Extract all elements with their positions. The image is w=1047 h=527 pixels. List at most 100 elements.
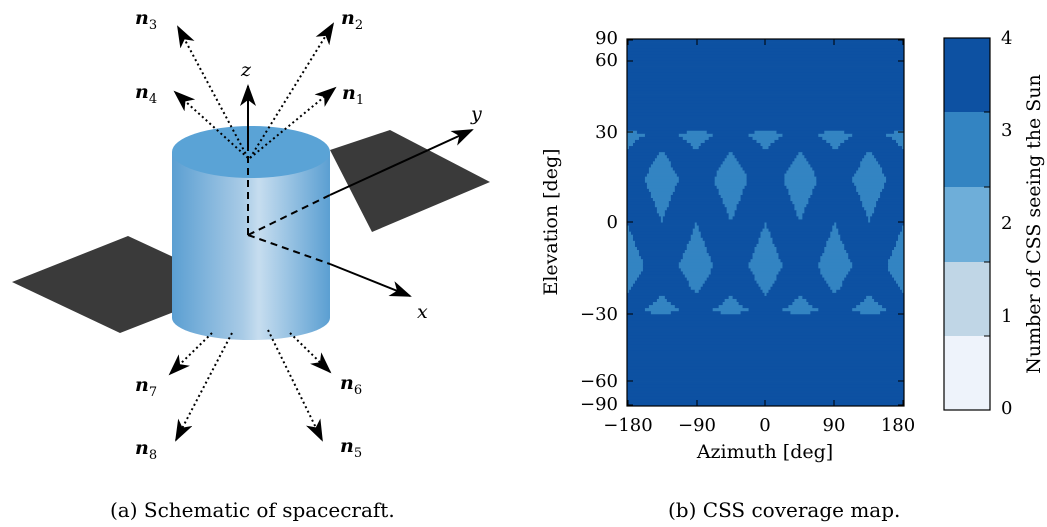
coverage-cell bbox=[830, 286, 841, 291]
coverage-cell bbox=[698, 228, 763, 233]
coverage-cell bbox=[678, 179, 716, 184]
coverage-cell bbox=[640, 271, 684, 275]
coverage-cell bbox=[636, 130, 688, 135]
coverage-cell bbox=[627, 90, 905, 95]
coverage-cell bbox=[627, 344, 905, 349]
coverage-cell bbox=[814, 170, 857, 174]
coverage-cell bbox=[816, 179, 853, 184]
coverage-cell bbox=[742, 167, 789, 171]
coverage-cell bbox=[804, 210, 867, 214]
coverage-cell bbox=[862, 201, 877, 205]
coverage-cell bbox=[778, 271, 821, 275]
colorbar-level-0 bbox=[944, 336, 990, 410]
coverage-cell bbox=[842, 240, 897, 245]
coverage-cell bbox=[830, 142, 841, 147]
coverage-cell bbox=[820, 256, 849, 260]
coverage-cell bbox=[758, 283, 773, 288]
coverage-cell bbox=[627, 106, 905, 110]
coverage-cell bbox=[802, 152, 867, 156]
coverage-cell bbox=[630, 231, 694, 236]
coverage-cell bbox=[902, 146, 905, 150]
coverage-cell bbox=[738, 302, 793, 306]
coverage-cell bbox=[818, 308, 853, 312]
coverage-cell bbox=[627, 63, 905, 67]
coverage-cell bbox=[788, 191, 813, 196]
x-axis-title: Azimuth [deg] bbox=[696, 441, 833, 463]
coverage-cell bbox=[648, 170, 676, 174]
coverage-cell bbox=[778, 256, 821, 260]
coverage-cell bbox=[812, 188, 857, 193]
colorbar-level-4 bbox=[944, 38, 990, 112]
coverage-cell bbox=[627, 295, 660, 300]
coverage-cell bbox=[844, 277, 895, 282]
coverage-cell bbox=[880, 194, 905, 199]
x-tick-label: 0 bbox=[759, 415, 770, 436]
y-axis bbox=[329, 129, 474, 196]
coverage-cell bbox=[842, 280, 897, 285]
coverage-cell bbox=[844, 246, 895, 251]
coverage-cell bbox=[706, 130, 755, 135]
normal-n6-line bbox=[289, 332, 332, 374]
coverage-cell bbox=[627, 308, 646, 312]
coverage-cell bbox=[786, 185, 815, 190]
coverage-cell bbox=[627, 173, 648, 178]
coverage-cell bbox=[752, 271, 779, 275]
coverage-cell bbox=[720, 311, 741, 315]
coverage-cell bbox=[716, 173, 747, 178]
coverage-cell bbox=[682, 253, 710, 257]
coverage-cell bbox=[627, 354, 905, 358]
coverage-cell bbox=[627, 222, 696, 226]
coverage-cell bbox=[794, 298, 807, 303]
coverage-cell bbox=[650, 191, 674, 196]
coverage-cell bbox=[627, 155, 658, 159]
coverage-cell bbox=[798, 152, 803, 156]
coverage-cell bbox=[678, 308, 714, 312]
coverage-cell bbox=[774, 243, 827, 248]
coverage-cell bbox=[776, 277, 825, 282]
coverage-cell bbox=[627, 39, 905, 43]
normal-n4-line bbox=[173, 90, 249, 159]
coverage-cell bbox=[658, 213, 666, 217]
coverage-cell bbox=[627, 277, 638, 282]
y-axis-label: y bbox=[470, 103, 482, 125]
coverage-cell bbox=[898, 283, 905, 288]
coverage-cell bbox=[852, 176, 887, 181]
coverage-cell bbox=[674, 170, 718, 174]
coverage-cell bbox=[796, 155, 805, 159]
coverage-cell bbox=[627, 381, 905, 385]
coverage-cell bbox=[786, 170, 815, 174]
colorbar-level-2 bbox=[944, 187, 990, 262]
coverage-cell bbox=[627, 194, 652, 199]
coverage-cell bbox=[668, 201, 724, 205]
coverage-cell bbox=[674, 185, 718, 190]
coverage-cell bbox=[627, 69, 905, 74]
coverage-cell bbox=[684, 274, 710, 278]
coverage-cell bbox=[627, 45, 905, 49]
coverage-cell bbox=[834, 222, 837, 226]
coverage-cell bbox=[627, 87, 905, 92]
coverage-cell bbox=[852, 265, 889, 269]
coverage-cell bbox=[760, 142, 771, 147]
coverage-cell bbox=[826, 243, 845, 248]
coverage-cell bbox=[664, 295, 730, 300]
coverage-cell bbox=[686, 246, 708, 251]
coverage-cell bbox=[898, 234, 905, 239]
normal-n3-label: n3 bbox=[135, 7, 157, 33]
coverage-cell bbox=[656, 298, 668, 303]
coverage-cell bbox=[782, 308, 819, 312]
coverage-cell bbox=[776, 250, 825, 254]
coverage-cell bbox=[627, 60, 905, 64]
coverage-cell bbox=[862, 204, 877, 208]
coverage-cell bbox=[704, 139, 757, 144]
coverage-cell bbox=[678, 176, 716, 181]
coverage-cell bbox=[802, 216, 869, 220]
normal-n8-line bbox=[175, 332, 233, 442]
coverage-cell bbox=[627, 100, 905, 104]
coverage-cell bbox=[650, 194, 672, 199]
coverage-cell bbox=[848, 271, 891, 275]
coverage-cell bbox=[840, 286, 901, 291]
coverage-cell bbox=[696, 222, 765, 226]
coverage-cell bbox=[720, 164, 741, 168]
coverage-cell bbox=[794, 204, 807, 208]
coverage-cell bbox=[722, 198, 741, 202]
